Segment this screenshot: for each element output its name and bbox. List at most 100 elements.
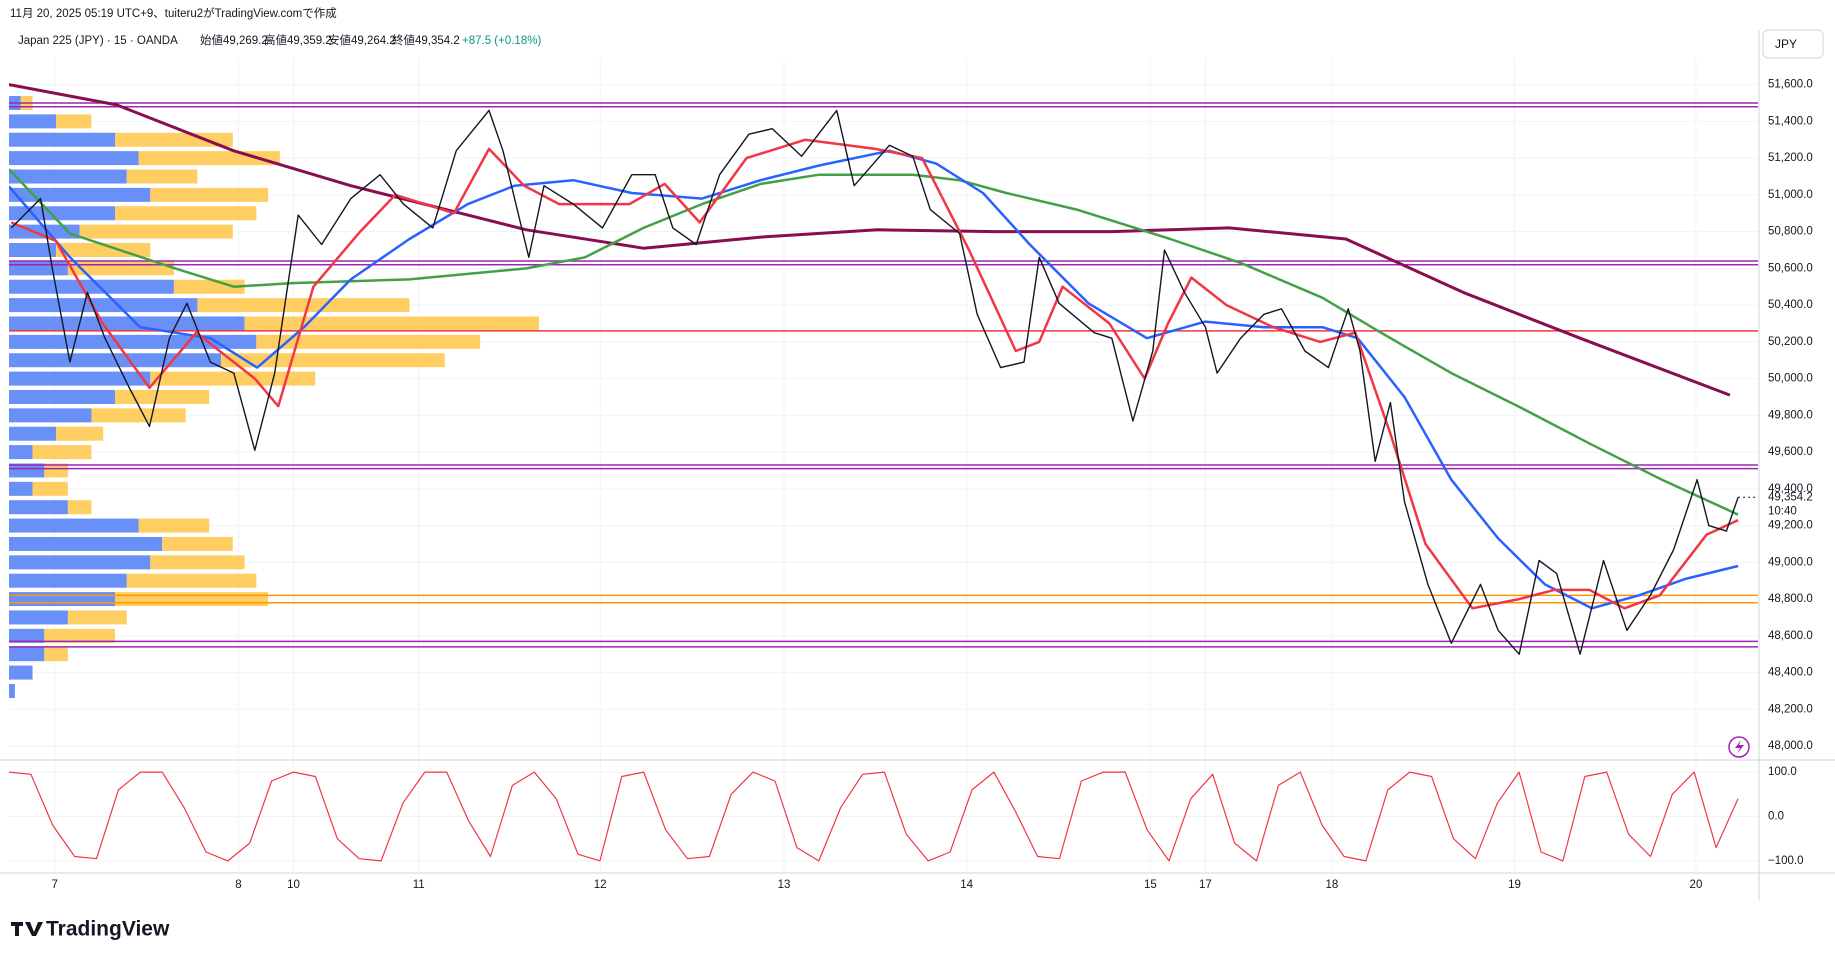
alert-bolt	[1735, 740, 1744, 754]
volume-down	[162, 536, 233, 551]
volume-down	[56, 114, 92, 129]
last-price-label: 49,354.2	[1768, 491, 1813, 503]
volume-up	[9, 389, 115, 404]
oscillator-pane	[9, 771, 1739, 862]
volume-down	[67, 610, 127, 625]
x-tick-label: 19	[1508, 879, 1521, 891]
axes: 7 8 10 11 12 13 14 15 17 18 19 20 48,000.0 48,200.0 48…	[51, 79, 1812, 891]
logo-mark	[11, 922, 43, 936]
volume-down	[44, 628, 116, 643]
volume-down	[244, 316, 540, 331]
volume-down	[150, 187, 269, 202]
volume-up	[9, 334, 257, 349]
x-tick-label: 10	[287, 879, 300, 891]
volume-up	[9, 518, 139, 533]
osc-tick-label: −100.0	[1768, 855, 1804, 867]
volume-down	[115, 132, 233, 147]
symbol[interactable]: Japan 225 (JPY) · 15 · OANDA	[18, 35, 178, 47]
volume-up	[9, 628, 45, 643]
y-tick-label: 49,200.0	[1768, 520, 1813, 532]
logo[interactable]: TradingView	[46, 918, 170, 941]
volume-up	[9, 279, 174, 294]
countdown: 10:40	[1768, 505, 1797, 517]
y-tick-label: 49,000.0	[1768, 556, 1813, 568]
volume-down	[91, 408, 186, 423]
low: 安値49,264.2	[328, 33, 396, 47]
volume-up	[9, 408, 92, 423]
volume-up	[9, 206, 115, 221]
price-line	[9, 83, 1731, 397]
volume-up	[9, 683, 15, 698]
volume-down	[115, 206, 257, 221]
volume-down	[44, 463, 68, 478]
volume-up	[9, 463, 45, 478]
currency: JPY	[1775, 37, 1797, 51]
volume-down	[150, 555, 245, 570]
y-tick-label: 48,800.0	[1768, 593, 1813, 605]
volume-up	[9, 187, 151, 202]
volume-up	[9, 647, 45, 662]
y-tick-label: 51,400.0	[1768, 115, 1813, 127]
volume-down	[79, 224, 233, 239]
volume-up	[9, 592, 115, 607]
x-tick-label: 12	[594, 879, 607, 891]
volume-up	[9, 555, 151, 570]
created-note: 11月 20, 2025 05:19 UTC+9、tuiteru2がTradin…	[10, 6, 337, 20]
price-line	[9, 149, 1739, 610]
y-tick-label: 49,800.0	[1768, 409, 1813, 421]
price-line	[10, 138, 1739, 610]
osc-tick-label: 0.0	[1768, 811, 1784, 823]
volume-up	[9, 151, 139, 166]
volume-up	[9, 665, 33, 680]
main-pane	[9, 83, 1758, 698]
volume-down	[126, 573, 257, 588]
volume-up	[9, 298, 198, 313]
volume-down	[126, 169, 198, 184]
y-tick-label: 50,600.0	[1768, 262, 1813, 274]
x-tick-label: 7	[51, 879, 57, 891]
volume-up	[9, 573, 127, 588]
high: 高値49,359.2	[264, 33, 332, 47]
grid	[9, 58, 1758, 872]
y-tick-label: 49,600.0	[1768, 446, 1813, 458]
y-tick-label: 51,200.0	[1768, 152, 1813, 164]
y-tick-label: 48,600.0	[1768, 630, 1813, 642]
change: +87.5 (+0.18%)	[462, 35, 541, 47]
x-tick-label: 15	[1144, 879, 1157, 891]
x-tick-label: 8	[235, 879, 241, 891]
y-tick-label: 51,000.0	[1768, 189, 1813, 201]
volume-up	[9, 500, 68, 515]
volume-up	[9, 169, 127, 184]
volume-down	[138, 518, 210, 533]
y-tick-label: 48,200.0	[1768, 703, 1813, 715]
volume-up	[9, 371, 151, 386]
volume-down	[150, 371, 316, 386]
y-tick-label: 49,400.0	[1768, 483, 1813, 495]
y-tick-label: 50,200.0	[1768, 336, 1813, 348]
volume-down	[44, 647, 68, 662]
currency-button[interactable]	[1762, 29, 1824, 59]
volume-up	[9, 114, 57, 129]
volume-down	[197, 298, 410, 313]
y-tick-label: 48,400.0	[1768, 667, 1813, 679]
volume-up	[9, 536, 163, 551]
x-tick-label: 14	[960, 879, 973, 891]
y-tick-label: 50,400.0	[1768, 299, 1813, 311]
price-line	[9, 168, 1739, 516]
x-tick-label: 20	[1690, 879, 1703, 891]
oscillator-line	[9, 771, 1739, 862]
volume-up	[9, 481, 33, 496]
open: 始値49,269.2	[200, 33, 268, 47]
volume-up	[9, 261, 68, 276]
y-tick-label: 51,600.0	[1768, 79, 1813, 91]
osc-tick-label: 100.0	[1768, 766, 1797, 778]
volume-up	[9, 316, 245, 331]
volume-down	[32, 481, 68, 496]
x-tick-label: 13	[778, 879, 791, 891]
volume-up	[9, 610, 68, 625]
price-line	[10, 109, 1739, 655]
volume-up	[9, 426, 57, 441]
volume-up	[9, 353, 221, 368]
